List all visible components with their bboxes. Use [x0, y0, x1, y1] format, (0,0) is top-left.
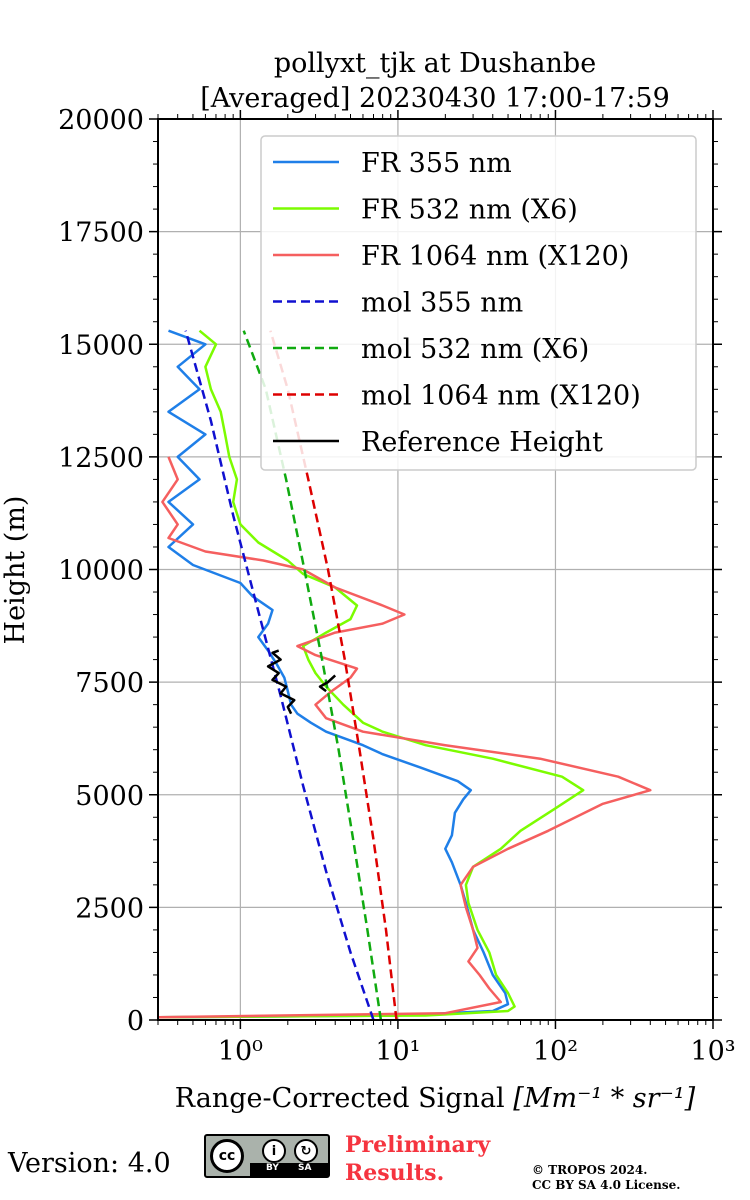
y-tick-label: 20000	[58, 105, 144, 136]
cc-icon: cc	[210, 1139, 244, 1173]
series-line-1	[158, 329, 585, 1019]
preliminary-line-1: Preliminary	[345, 1132, 491, 1158]
x-tick-label: 10¹	[375, 1036, 420, 1067]
series-line-3	[184, 330, 375, 1020]
lidar-profile-chart: pollyxt_tjk at Dushanbe [Averaged] 20230…	[0, 48, 736, 1114]
legend-label: mol 532 nm (X6)	[361, 334, 589, 365]
legend-box	[260, 135, 697, 471]
legend-label: Reference Height	[361, 427, 603, 458]
cc-by-label: BY	[266, 1163, 279, 1173]
attribution-icon: i	[262, 1139, 286, 1163]
y-tick-label: 2500	[75, 893, 144, 924]
series-line-7	[318, 674, 337, 693]
y-tick-label: 17500	[58, 218, 144, 249]
chart-title: pollyxt_tjk at Dushanbe	[274, 48, 596, 79]
copyright-line-2: CC BY SA 4.0 License.	[532, 1178, 681, 1192]
legend-label: mol 355 nm	[361, 288, 523, 319]
x-tick-label: 10⁰	[218, 1036, 263, 1067]
legend: FR 355 nm FR 532 nm (X6) FR 1064 nm (X120)…	[260, 135, 697, 471]
y-tick-label: 5000	[75, 781, 144, 812]
copyright-notice: © TROPOS 2024. CC BY SA 4.0 License.	[532, 1163, 680, 1193]
preliminary-results-notice: Preliminary Results.	[345, 1131, 490, 1187]
x-axis-label: Range-Corrected Signal [Mm⁻¹ * sr⁻¹]	[175, 1083, 696, 1114]
legend-label: FR 1064 nm (X120)	[361, 241, 629, 272]
x-tick-label: 10²	[533, 1036, 578, 1067]
cc-badge-strip	[250, 1163, 328, 1176]
y-tick-label: 15000	[58, 330, 144, 361]
cc-license-badge[interactable]: cc i ↻ BY SA	[204, 1134, 330, 1178]
legend-label: mol 1064 nm (X120)	[361, 381, 641, 412]
legend-label: FR 355 nm	[361, 148, 512, 179]
legend-label: FR 532 nm (X6)	[361, 195, 578, 226]
series-layer	[158, 329, 652, 1020]
x-tick-label: 10³	[690, 1036, 735, 1067]
version-label: Version: 4.0	[8, 1148, 171, 1179]
axis-ticks: 10⁰ 10¹ 10² 10³ 0 2500 5000 7500 10000 12500 15000…	[58, 105, 736, 1067]
y-tick-label: 7500	[75, 668, 144, 699]
preliminary-line-2: Results.	[345, 1160, 445, 1186]
copyright-line-1: © TROPOS 2024.	[532, 1163, 648, 1177]
cc-sa-label: SA	[298, 1163, 312, 1173]
y-tick-label: 12500	[58, 443, 144, 474]
x-axis-label-unit: [Mm⁻¹ * sr⁻¹]	[513, 1083, 695, 1114]
chart-subtitle: [Averaged] 20230430 17:00-17:59	[200, 83, 670, 114]
series-line-2	[158, 456, 652, 1019]
y-tick-label: 10000	[58, 556, 144, 587]
series-line-6	[266, 649, 296, 715]
x-axis-label-text: Range-Corrected Signal	[175, 1083, 505, 1114]
y-tick-label: 0	[127, 1006, 144, 1037]
y-axis-label: Height (m)	[0, 496, 31, 645]
share-alike-icon: ↻	[294, 1139, 318, 1163]
